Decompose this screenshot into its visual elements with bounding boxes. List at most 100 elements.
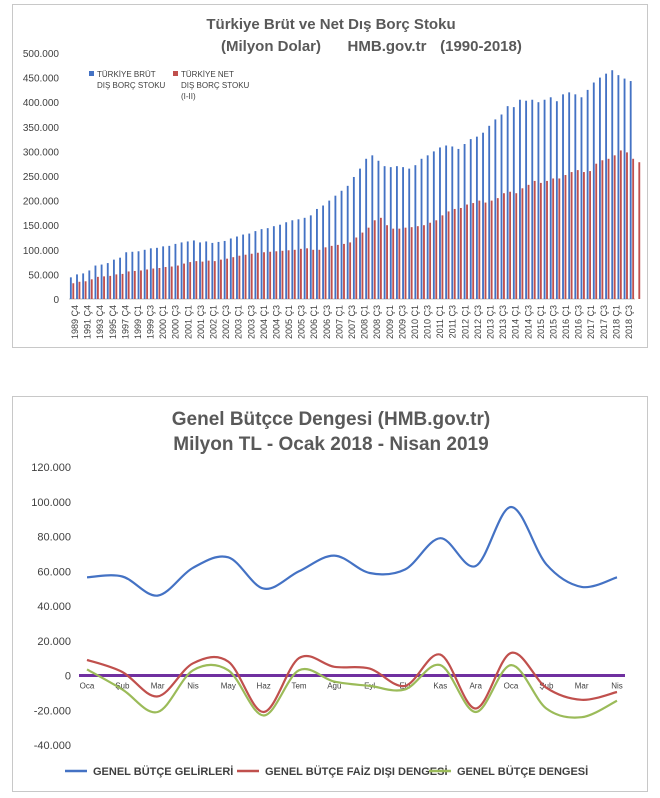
net-debt-bar (435, 220, 438, 299)
y-tick-label: 20.000 (37, 636, 71, 648)
x-tick-label: 2009 Ç1 (385, 305, 395, 339)
gross-debt-bar (426, 155, 429, 299)
net-debt-bar (558, 178, 561, 299)
x-tick-label: 2014 Ç3 (523, 305, 533, 339)
net-debt-bar (552, 178, 555, 299)
legend-swatch (89, 71, 94, 76)
gross-debt-bar (217, 241, 220, 299)
gross-debt-bar (580, 97, 583, 299)
gross-debt-bar (303, 217, 306, 299)
x-tick-label: 2002 Ç3 (221, 305, 231, 339)
gross-debt-bar (445, 145, 448, 299)
budget-balance-chart: Genel Bütçce Dengesi (HMB.gov.tr) Milyon … (31, 409, 625, 778)
y-tick-label: 450.000 (23, 74, 60, 85)
gross-debt-bar (174, 243, 177, 299)
legend-label: (I-II) (181, 92, 196, 101)
gross-debt-bar (106, 263, 109, 299)
gross-debt-bar (143, 249, 146, 299)
gross-debt-bar (205, 241, 208, 299)
y-tick-label: -40.000 (34, 740, 71, 752)
x-tick-label: Şub (115, 682, 130, 691)
x-tick-label: Tem (291, 682, 306, 691)
gross-debt-bar (432, 151, 435, 299)
gross-debt-bar (494, 119, 497, 299)
gross-debt-bar (211, 242, 214, 299)
gross-debt-bar (131, 251, 134, 299)
net-debt-bar (595, 163, 598, 299)
net-debt-bar (429, 222, 432, 299)
net-debt-bar (78, 281, 81, 299)
net-debt-bar (447, 211, 450, 299)
x-tick-label: 2004 Ç1 (259, 305, 269, 339)
net-debt-bar (183, 263, 185, 299)
gross-debt-bar (469, 139, 472, 299)
net-debt-bar (441, 215, 444, 299)
x-tick-label: 1995 Ç4 (108, 305, 118, 339)
net-debt-bar (343, 243, 345, 299)
gross-debt-bar (297, 219, 300, 299)
gross-debt-bar (512, 107, 515, 300)
net-debt-bar (626, 152, 628, 299)
x-tick-label: 2000 Ç3 (171, 305, 181, 339)
net-debt-bar (232, 257, 235, 299)
gross-debt-bar (555, 101, 558, 299)
net-debt-bar (312, 249, 315, 299)
net-debt-bar (459, 207, 462, 299)
gross-debt-bar (100, 264, 103, 299)
net-debt-bar (324, 247, 327, 299)
external-debt-chart: Türkiye Brüt ve Net Dış Borç Stoku (Milyo… (23, 16, 641, 339)
net-debt-bar (72, 283, 75, 299)
net-debt-bar (386, 225, 388, 299)
x-tick-label: 2001 Ç3 (196, 305, 206, 339)
net-debt-bar (109, 275, 112, 299)
net-debt-bar (293, 249, 296, 299)
x-tick-label: 2005 Ç3 (297, 305, 307, 339)
x-tick-label: 2016 Ç3 (574, 305, 584, 339)
y-tick-label: -20.000 (34, 705, 71, 717)
y-tick-label: 0 (65, 671, 71, 683)
gross-debt-bar (229, 238, 232, 299)
gross-debt-bar (395, 166, 398, 299)
net-debt-bar (570, 172, 573, 299)
gross-debt-bar (605, 73, 608, 299)
y-tick-label: 150.000 (23, 221, 60, 232)
chart-subtitle-period: (1990-2018) (440, 38, 522, 55)
gross-debt-bar (137, 251, 140, 299)
gross-debt-bar (586, 89, 589, 300)
net-debt-bar (152, 268, 155, 299)
legend-label: DIŞ BORÇ STOKU (97, 81, 166, 90)
gross-debt-bar (568, 92, 571, 299)
gross-debt-bar (266, 228, 269, 299)
x-tick-label: Mar (575, 682, 589, 691)
gross-debt-bar (186, 241, 189, 299)
x-tick-label: May (221, 682, 236, 691)
net-debt-bar (466, 204, 468, 299)
x-tick-label: Haz (257, 682, 271, 691)
gross-debt-bar (629, 81, 632, 299)
x-tick-label: 2004 Ç3 (272, 305, 282, 339)
net-debt-bar (373, 220, 376, 299)
net-debt-bar (195, 261, 198, 299)
x-tick-label: Mar (151, 682, 165, 691)
x-tick-label: 2015 Ç1 (536, 305, 546, 339)
x-tick-label: 2005 Ç1 (284, 305, 294, 339)
gross-debt-bar (574, 94, 577, 299)
y-tick-label: 500.000 (23, 49, 60, 60)
gross-debt-bar (408, 168, 411, 299)
x-tick-label: 1999 Ç1 (133, 305, 143, 339)
net-debt-bar (287, 250, 290, 299)
gross-debt-bar (236, 236, 238, 299)
net-debt-bar (490, 200, 493, 299)
net-debt-bar (619, 150, 622, 299)
net-debt-bar (478, 200, 481, 299)
net-debt-bar (256, 252, 259, 299)
net-debt-bar (527, 184, 530, 299)
y-tick-label: 200.000 (23, 197, 60, 208)
net-debt-bar (521, 188, 524, 299)
net-debt-bar (484, 202, 487, 299)
gross-debt-bar (199, 242, 201, 299)
net-debt-bar (103, 276, 105, 299)
net-debt-bar (392, 228, 395, 299)
x-tick-label: Oca (504, 682, 519, 691)
x-tick-label: 2012 Ç1 (460, 305, 470, 339)
